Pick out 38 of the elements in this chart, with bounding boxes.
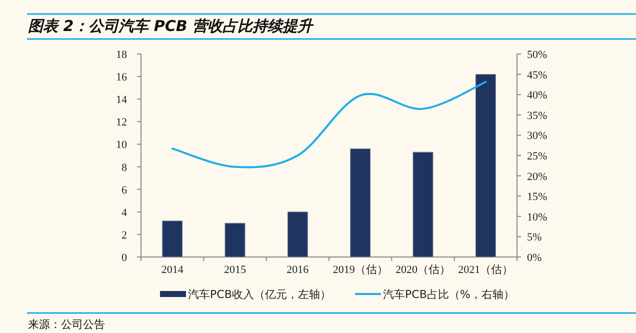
x-tick-label: 2019（估）: [332, 264, 388, 276]
y-tick-label: 10: [116, 139, 128, 152]
bar: [287, 212, 308, 258]
chart-title: 图表 2：公司汽车 PCB 营收占比持续提升: [28, 17, 315, 35]
y2-tick-label: 20%: [527, 170, 548, 183]
y-tick-label: 4: [122, 206, 128, 219]
y-tick-label: 6: [122, 184, 128, 196]
y2-tick-label: 45%: [527, 69, 548, 82]
y2-tick-label: 50%: [527, 49, 548, 61]
y2-tick-label: 5%: [527, 232, 542, 244]
bar: [475, 74, 496, 258]
y2-tick-label: 30%: [527, 130, 548, 142]
y2-tick-label: 15%: [527, 191, 548, 204]
x-tick-label: 2016: [286, 264, 310, 276]
y2-tick-label: 10%: [527, 211, 548, 224]
legend-label: 汽车PCB收入（亿元，左轴）: [188, 288, 331, 301]
x-tick-label: 2020（估）: [396, 264, 450, 276]
bar: [162, 220, 183, 258]
y-tick-label: 12: [116, 116, 127, 129]
y-tick-label: 18: [116, 49, 128, 61]
bar: [224, 222, 246, 258]
x-tick-label: 2015: [224, 264, 246, 276]
y-tick-label: 14: [116, 94, 128, 106]
y-tick-label: 16: [116, 72, 128, 84]
y-tick-label: 8: [122, 162, 128, 174]
source-note: 来源：公司公告: [28, 318, 105, 331]
y2-tick-label: 40%: [527, 90, 548, 102]
y-tick-label: 0: [122, 252, 128, 264]
bar: [412, 152, 434, 258]
x-tick-label: 2021（估）: [458, 264, 514, 276]
y2-tick-label: 35%: [527, 110, 548, 122]
y-tick-label: 2: [122, 229, 127, 242]
x-tick-label: 2014: [161, 264, 184, 276]
line-series: [171, 81, 487, 168]
y2-tick-label: 0%: [527, 252, 542, 264]
y2-tick-label: 25%: [527, 150, 548, 162]
bar: [350, 148, 371, 258]
legend-label: 汽车PCB占比（%，右轴）: [383, 288, 514, 301]
